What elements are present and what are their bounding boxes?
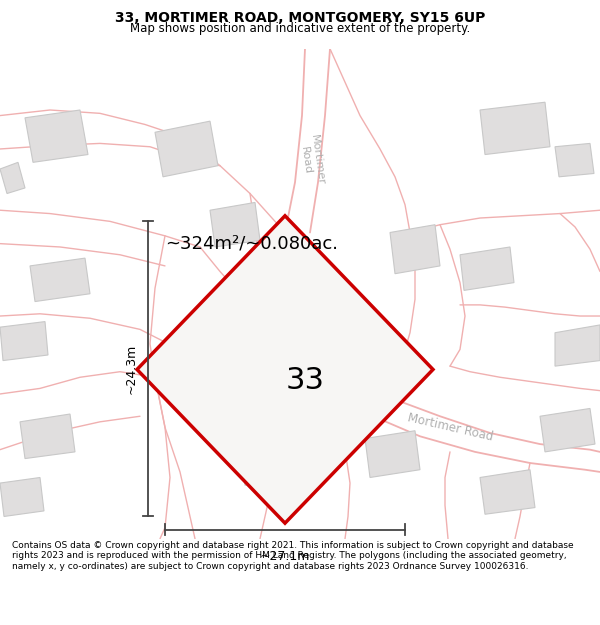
Polygon shape <box>20 414 75 459</box>
Polygon shape <box>365 431 420 478</box>
Text: Mortimer Road: Mortimer Road <box>406 411 494 444</box>
Polygon shape <box>30 258 90 301</box>
Text: ~24.3m: ~24.3m <box>125 344 138 394</box>
Polygon shape <box>155 121 218 177</box>
Polygon shape <box>25 110 88 162</box>
Polygon shape <box>480 470 535 514</box>
Polygon shape <box>480 102 550 154</box>
Polygon shape <box>390 225 440 274</box>
Polygon shape <box>240 436 300 485</box>
Text: ~324m²/~0.080ac.: ~324m²/~0.080ac. <box>165 234 338 253</box>
Text: ~27.1m: ~27.1m <box>260 550 310 563</box>
Polygon shape <box>270 296 328 349</box>
Polygon shape <box>0 478 44 516</box>
Text: 33, MORTIMER ROAD, MONTGOMERY, SY15 6UP: 33, MORTIMER ROAD, MONTGOMERY, SY15 6UP <box>115 11 485 25</box>
Text: Mortimer
Road: Mortimer Road <box>298 133 326 187</box>
Polygon shape <box>137 216 433 523</box>
Text: Map shows position and indicative extent of the property.: Map shows position and indicative extent… <box>130 22 470 35</box>
Polygon shape <box>0 162 25 194</box>
Text: 33: 33 <box>286 366 325 395</box>
Polygon shape <box>460 247 514 291</box>
Polygon shape <box>555 143 594 177</box>
Polygon shape <box>540 409 595 452</box>
Polygon shape <box>0 322 48 361</box>
Polygon shape <box>555 325 600 366</box>
Text: Contains OS data © Crown copyright and database right 2021. This information is : Contains OS data © Crown copyright and d… <box>12 541 574 571</box>
Polygon shape <box>210 202 260 247</box>
